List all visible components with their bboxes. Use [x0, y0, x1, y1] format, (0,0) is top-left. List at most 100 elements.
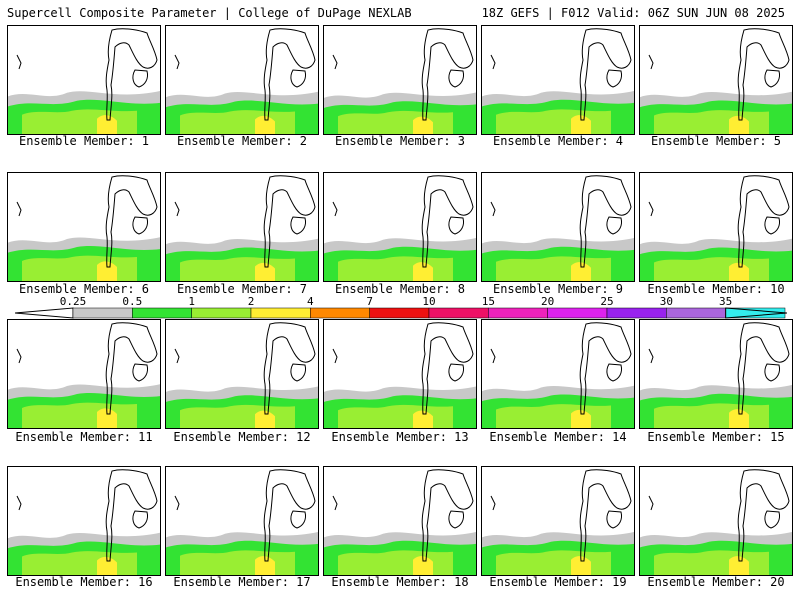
panel-frame — [7, 466, 161, 576]
ensemble-member-label: Ensemble Member: 13 — [331, 430, 469, 444]
panel-frame — [7, 319, 161, 429]
colorbar-tick-label: 10 — [422, 295, 436, 308]
coastline — [332, 495, 338, 511]
colorbar-segment — [132, 307, 192, 319]
coastline — [105, 469, 158, 562]
scp-contour-band — [413, 410, 433, 429]
scp-contour-band — [654, 257, 769, 282]
scp-contour-band — [496, 109, 611, 135]
coastline — [579, 322, 632, 415]
scp-contour-band — [22, 109, 137, 135]
colorbar-arrow-right — [725, 307, 788, 319]
coastline — [16, 201, 22, 217]
panel-frame — [639, 25, 793, 135]
coastline — [448, 510, 464, 529]
ensemble-panel — [7, 25, 161, 135]
panel-frame — [165, 466, 319, 576]
coastline — [448, 216, 464, 235]
scp-map — [7, 319, 161, 429]
scp-contour-band — [255, 262, 275, 282]
coastline — [606, 216, 622, 235]
coastline — [490, 495, 496, 511]
coastline — [648, 54, 654, 70]
coastline — [490, 348, 496, 364]
panel-frame — [323, 172, 477, 282]
ensemble-panel — [323, 319, 477, 429]
coastline — [737, 469, 790, 562]
ensemble-member-label: Ensemble Member: 1 — [18, 134, 150, 148]
colorbar-tick-label: 25 — [600, 295, 614, 308]
scp-contour-band — [654, 550, 769, 576]
panel-frame — [481, 466, 635, 576]
coastline — [764, 69, 780, 88]
coastline — [105, 175, 158, 268]
scp-contour-band — [338, 110, 453, 135]
ensemble-member-label: Ensemble Member: 7 — [176, 282, 308, 296]
coastline — [490, 201, 496, 217]
scp-map — [323, 319, 477, 429]
scp-contour-band — [729, 409, 749, 429]
scp-contour-band — [255, 410, 275, 429]
coastline — [332, 54, 338, 70]
coastline — [737, 28, 790, 121]
ensemble-panel — [7, 172, 161, 282]
coastline — [132, 69, 148, 88]
scp-contour-band — [97, 261, 117, 282]
coastline — [764, 216, 780, 235]
panel-frame — [7, 25, 161, 135]
ensemble-member-label: Ensemble Member: 2 — [176, 134, 308, 148]
page-title: Supercell Composite Parameter | College … — [7, 6, 412, 20]
panel-frame — [481, 172, 635, 282]
coastline — [290, 510, 306, 529]
colorbar-segment — [428, 307, 489, 319]
scp-contour-band — [255, 115, 275, 135]
coastline — [579, 469, 632, 562]
coastline — [16, 348, 22, 364]
panel-frame — [481, 319, 635, 429]
coastline — [579, 175, 632, 268]
scp-map — [323, 172, 477, 282]
coastline — [490, 54, 496, 70]
scp-map — [639, 172, 793, 282]
coastline — [448, 363, 464, 382]
coastline — [648, 495, 654, 511]
scp-contour-band — [654, 110, 769, 135]
scp-contour-band — [338, 404, 453, 429]
scp-contour-band — [97, 115, 117, 135]
scp-contour-band — [180, 550, 295, 576]
ensemble-panel — [165, 466, 319, 576]
ensemble-panel — [639, 172, 793, 282]
ensemble-member-label: Ensemble Member: 10 — [647, 282, 785, 296]
scp-contour-band — [413, 556, 433, 576]
panel-frame — [481, 25, 635, 135]
coastline — [132, 216, 148, 235]
scp-contour-band — [338, 256, 453, 282]
ensemble-member-label: Ensemble Member: 12 — [173, 430, 311, 444]
panel-frame — [165, 25, 319, 135]
coastline — [421, 175, 474, 268]
coastline — [132, 510, 148, 529]
scp-map — [323, 25, 477, 135]
colorbar-segment — [369, 307, 430, 319]
coastline — [174, 54, 180, 70]
scp-map — [481, 466, 635, 576]
ensemble-member-label: Ensemble Member: 20 — [647, 575, 785, 589]
coastline — [174, 348, 180, 364]
colorbar-segment — [72, 307, 133, 319]
panel-frame — [165, 319, 319, 429]
ensemble-panel — [323, 25, 477, 135]
scp-contour-band — [255, 556, 275, 576]
scp-contour-band — [571, 556, 591, 576]
coastline — [132, 363, 148, 382]
panel-frame — [639, 172, 793, 282]
scp-map — [639, 466, 793, 576]
ensemble-panel — [481, 172, 635, 282]
coastline — [105, 322, 158, 415]
ensemble-panel — [323, 172, 477, 282]
colorbar-segment — [310, 307, 370, 319]
colorbar-tick-label: 1 — [188, 295, 195, 308]
run-info: 18Z GEFS | F012 Valid: 06Z SUN JUN 08 20… — [481, 6, 785, 20]
coastline — [290, 69, 306, 88]
scp-contour-band — [571, 262, 591, 282]
coastline — [579, 28, 632, 121]
